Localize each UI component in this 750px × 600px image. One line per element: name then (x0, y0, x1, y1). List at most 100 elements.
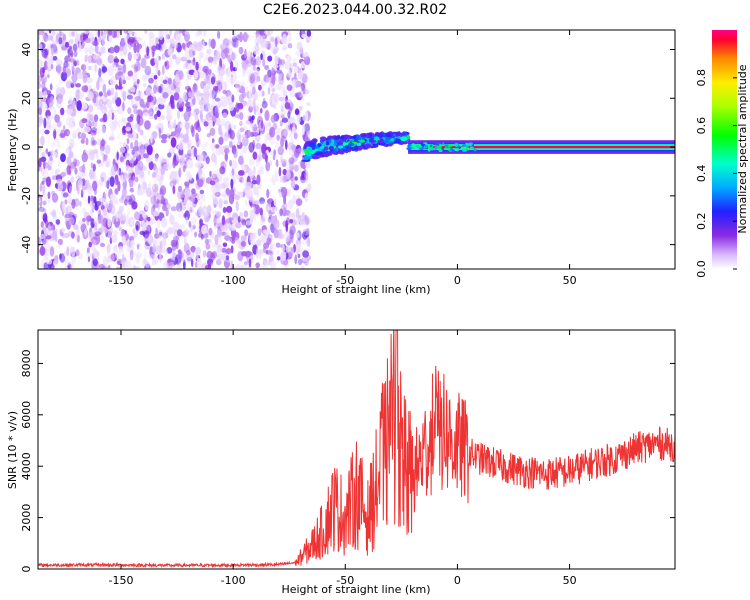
spectrogram-noise-cell (51, 142, 56, 148)
spectrogram-noise-cell (155, 37, 159, 45)
spectrogram-noise-cell (51, 123, 58, 131)
spectrogram-noise-cell (288, 212, 294, 218)
spectrogram-noise-cell (142, 83, 147, 88)
spectrogram-noise-cell (46, 259, 53, 265)
spectrogram-noise-cell (179, 191, 185, 199)
spectrogram-noise-cell (182, 229, 190, 236)
spectrogram-noise-cell (302, 250, 309, 258)
spectrogram-noise-cell (173, 119, 177, 129)
spectrogram-noise-cell (169, 94, 175, 106)
spectrogram-noise-cell (184, 216, 189, 225)
spectrogram-noise-cell (295, 198, 303, 206)
spectrogram-noise-cell (208, 119, 214, 129)
spectrogram-y-tick-label: -40 (20, 236, 33, 254)
spectrogram-noise-cell (133, 160, 138, 165)
spectrogram-noise-cell (161, 52, 165, 61)
spectrogram-noise-cell (184, 77, 189, 86)
spectrogram-noise-cell (44, 129, 50, 135)
spectrogram-noise-cell (104, 190, 108, 200)
spectrogram-noise-cell (253, 99, 256, 110)
spectrogram-noise-cell (56, 63, 62, 75)
spectrogram-noise-cell (221, 247, 227, 253)
spectrogram-noise-cell (211, 138, 215, 144)
spectrogram-noise-cell (296, 41, 303, 51)
spectrogram-noise-cell (233, 125, 237, 130)
spectrogram-noise-cell (203, 85, 210, 95)
spectrogram-noise-cell (202, 94, 210, 105)
spectrogram-noise-cell (277, 256, 281, 261)
spectrogram-noise-cell (278, 166, 282, 177)
spectrogram-noise-cell (295, 232, 300, 239)
spectrogram-noise-cell (233, 217, 237, 225)
spectrogram-noise-cell (270, 250, 274, 256)
spectrogram-noise-cell (58, 79, 63, 85)
spectrogram-noise-cell (75, 228, 80, 236)
spectrogram-noise-cell (83, 30, 90, 34)
spectrogram-noise-cell (159, 252, 162, 264)
spectrogram-noise-cell (243, 210, 249, 218)
spectrogram-noise-cell (211, 170, 217, 179)
spectrogram-noise-cell (90, 130, 97, 136)
spectrogram-noise-cell (62, 65, 66, 74)
spectrogram-noise-cell (142, 112, 149, 117)
spectrogram-transition-cell (333, 148, 338, 154)
spectrogram-noise-cell (119, 140, 123, 148)
spectrogram-noise-cell (79, 201, 82, 207)
spectrogram-noise-cell (66, 164, 72, 176)
spectrogram-noise-cell (253, 186, 259, 196)
spectrogram-noise-cell (100, 148, 104, 156)
spectrogram-noise-cell (146, 106, 152, 117)
spectrogram-noise-cell (162, 204, 167, 212)
spectrogram-noise-cell (131, 149, 135, 155)
spectrogram-noise-cell (244, 250, 252, 258)
snr-y-tick-label: 2000 (20, 504, 33, 532)
spectrogram-noise-cell (171, 104, 175, 110)
spectrogram-transition-cell (395, 132, 401, 137)
spectrogram-noise-cell (131, 123, 135, 128)
spectrogram-noise-cell (191, 258, 194, 268)
spectrogram-noise-cell (238, 46, 244, 55)
spectrogram-noise-cell (280, 251, 287, 261)
spectrogram-noise-cell (131, 172, 136, 182)
spectrogram-noise-cell (192, 50, 196, 56)
spectrogram-noise-cell (102, 208, 108, 216)
spectrogram-noise-cell (76, 100, 82, 111)
spectrogram-noise-cell (292, 79, 296, 90)
spectrogram-transition-cell (323, 153, 329, 158)
spectrogram-noise-cell (140, 90, 143, 101)
spectrogram-noise-cell (144, 199, 150, 211)
spectrogram-noise-cell (113, 64, 117, 73)
spectrogram-noise-cell (203, 56, 208, 64)
spectrogram-noise-cell (270, 128, 274, 135)
spectrogram-noise-cell (78, 253, 83, 260)
spectrogram-noise-cell (261, 90, 265, 97)
spectrogram-noise-cell (199, 113, 203, 121)
spectrogram-noise-cell (172, 221, 180, 232)
spectrogram-noise-cell (216, 48, 220, 58)
spectrogram-noise-cell (170, 170, 177, 182)
spectrogram-noise-cell (270, 206, 277, 213)
spectrogram-noise-cell (127, 206, 130, 218)
spectrogram-noise-cell (133, 62, 138, 69)
spectrogram-noise-cell (254, 135, 261, 143)
spectrogram-noise-cell (88, 46, 95, 55)
spectrogram-noise-cell (264, 110, 270, 121)
spectrogram-noise-cell (63, 60, 69, 69)
spectrogram-noise-cell (267, 87, 271, 95)
spectrogram-noise-cell (240, 235, 247, 242)
spectrogram-noise-cell (231, 36, 238, 42)
spectrogram-noise-cell (148, 111, 155, 120)
spectrogram-noise-cell (107, 30, 113, 36)
spectrogram-noise-cell (178, 167, 182, 178)
spectrogram-noise-cell (218, 124, 222, 136)
spectrogram-noise-cell (214, 191, 221, 198)
spectrogram-noise-cell (90, 64, 95, 72)
colorbar-tick-label: 0.0 (695, 260, 708, 278)
spectrogram-noise-cell (225, 67, 232, 77)
spectrogram-noise-cell (260, 120, 264, 129)
spectrogram-noise-cell (205, 177, 213, 184)
spectrogram-noise-cell (304, 192, 308, 203)
spectrogram-noise-cell (178, 127, 182, 132)
spectrogram-noise-cell (115, 189, 119, 196)
spectrogram-noise-cell (99, 264, 105, 269)
